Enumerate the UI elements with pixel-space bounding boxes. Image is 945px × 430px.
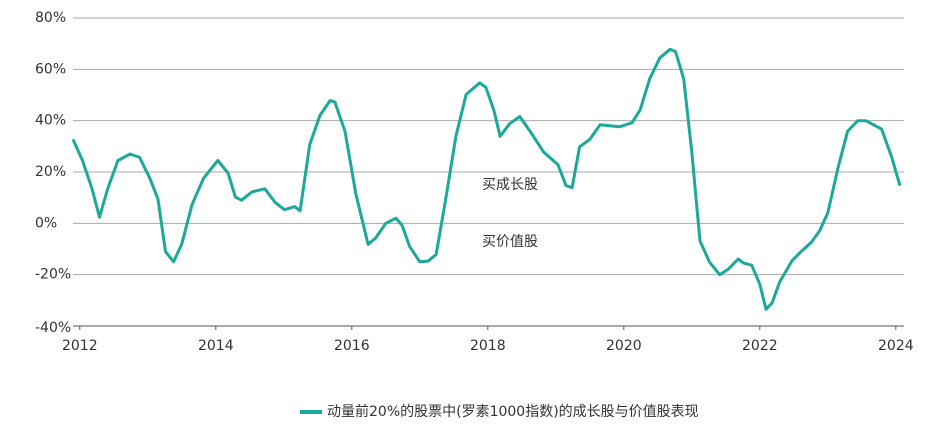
y-tick-label: -40% bbox=[35, 320, 71, 336]
y-tick-label: -20% bbox=[35, 267, 71, 283]
x-tick-label: 2020 bbox=[606, 338, 642, 354]
y-tick-label: 0% bbox=[35, 215, 57, 231]
annotation: 买成长股 bbox=[482, 177, 538, 193]
x-tick-label: 2024 bbox=[878, 338, 914, 354]
y-tick-label: 80% bbox=[35, 10, 66, 26]
y-tick-label: 20% bbox=[35, 164, 66, 180]
x-tick-label: 2014 bbox=[198, 338, 234, 354]
x-tick-label: 2016 bbox=[334, 338, 370, 354]
legend-label: 动量前20%的股票中(罗素1000指数)的成长股与价值股表现 bbox=[327, 403, 699, 420]
x-tick-label: 2012 bbox=[62, 338, 98, 354]
line-series bbox=[71, 47, 902, 311]
annotation: 买价值股 bbox=[482, 234, 538, 250]
y-tick-label: 40% bbox=[35, 113, 66, 129]
x-tick-label: 2022 bbox=[742, 338, 778, 354]
y-tick-label: 60% bbox=[35, 61, 66, 77]
x-tick-label: 2018 bbox=[470, 338, 506, 354]
